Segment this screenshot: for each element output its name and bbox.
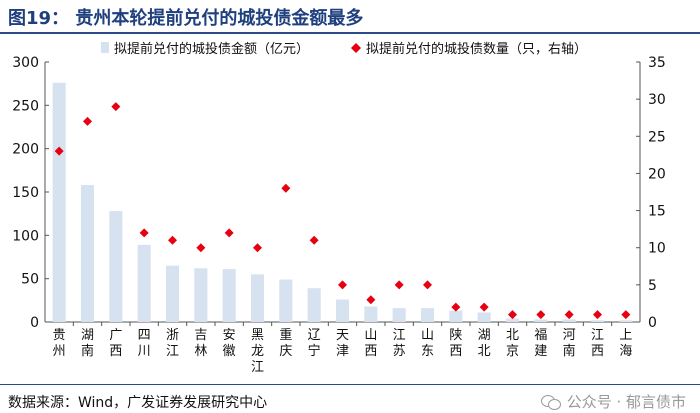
x-tick-label: 湖北: [478, 328, 491, 359]
x-tick-label: 河南: [563, 328, 576, 359]
title-bar: 图19： 贵州本轮提前兑付的城投债金额最多: [0, 0, 700, 34]
chart-title: 图19： 贵州本轮提前兑付的城投债金额最多: [8, 8, 364, 29]
x-tick-label: 江苏: [393, 328, 406, 359]
y-right-tick-label: 25: [648, 129, 666, 145]
y-left-tick-label: 50: [21, 272, 39, 288]
x-tick-label: 上海: [619, 328, 632, 359]
wechat-icon: [540, 394, 561, 410]
y-left-tick-label: 200: [12, 142, 39, 158]
marker-北京: [508, 310, 517, 320]
bar-黑龙江: [250, 274, 265, 322]
marker-安徽: [224, 228, 234, 238]
bar-湖南: [80, 185, 95, 322]
marker-天津: [338, 280, 347, 290]
x-tick-label: 辽宁: [308, 328, 321, 359]
bar-山东: [420, 308, 435, 322]
y-right-tick-label: 35: [648, 55, 666, 71]
x-tick-label: 吉林: [194, 328, 207, 359]
y-right-tick-label: 20: [648, 166, 666, 182]
legend-marker-swatch: [351, 43, 361, 53]
watermark: 公众号 · 郁言债市: [540, 391, 686, 412]
marker-重庆: [281, 183, 291, 193]
x-tick-label: 浙江: [166, 328, 179, 359]
marker-吉林: [196, 243, 206, 253]
legend-bar-swatch: [101, 42, 109, 53]
x-tick-label: 北京: [506, 328, 519, 359]
marker-浙江: [168, 235, 177, 245]
bar-上海: [619, 320, 633, 322]
x-tick-label: 四川: [138, 328, 151, 359]
y-right-tick-label: 30: [648, 92, 666, 108]
x-tick-label: 天津: [336, 328, 349, 359]
bar-辽宁: [307, 288, 321, 322]
marker-湖南: [83, 116, 92, 126]
marker-广西: [111, 102, 121, 112]
chart: 0 50 100 150 200 250 300 0 5 10 15 20 25 30 35 贵州湖南广西四川…: [12, 41, 666, 375]
legend-bar-label: 拟提前兑付的城投债金额（亿元）: [114, 41, 309, 57]
marker-上海: [621, 310, 631, 320]
y-left-tick-label: 150: [12, 185, 39, 201]
bar-重庆: [279, 279, 293, 322]
x-tick-label: 山东: [421, 328, 434, 359]
bar-天津: [335, 299, 350, 322]
x-tick-label: 福建: [534, 328, 547, 359]
bar-安徽: [222, 269, 236, 322]
marker-四川: [139, 228, 149, 238]
y-right-tick-label: 5: [648, 278, 657, 294]
source-note: 数据来源：Wind，广发证券发展研究中心: [8, 395, 268, 411]
marker-河南: [564, 310, 574, 320]
bar-北京: [505, 318, 520, 322]
y-left-tick-label: 300: [12, 55, 39, 71]
bar-江西: [590, 320, 605, 322]
bar-山西: [364, 306, 378, 322]
bar-吉林: [194, 268, 208, 322]
bar-广西: [109, 211, 123, 322]
y-right-tick-label: 0: [648, 315, 657, 331]
y-left-tick-label: 250: [12, 98, 39, 114]
x-tick-label: 湖南: [81, 328, 94, 359]
marker-山东: [423, 280, 432, 290]
bar-四川: [137, 244, 151, 322]
x-tick-label: 广西: [109, 328, 122, 359]
bar-江苏: [392, 308, 406, 322]
y-left-tick-label: 100: [12, 228, 39, 244]
marker-陕西: [451, 302, 461, 312]
y-right-tick-label: 15: [648, 204, 666, 220]
marker-江西: [593, 310, 602, 320]
bar-浙江: [165, 265, 180, 322]
marker-辽宁: [309, 235, 319, 245]
x-tick-label: 重庆: [279, 327, 292, 359]
y-right-tick-label: 10: [648, 241, 666, 257]
marker-福建: [536, 310, 546, 320]
x-tick-label: 黑龙江: [251, 328, 264, 375]
x-tick-label: 贵州: [53, 328, 66, 359]
bar-陕西: [449, 310, 463, 322]
bar-贵州: [52, 82, 66, 322]
y-left-tick-label: 0: [30, 315, 39, 331]
marker-江苏: [394, 280, 404, 290]
marker-湖北: [479, 302, 489, 312]
marker-贵州: [54, 146, 64, 156]
bar-福建: [534, 319, 548, 322]
marker-黑龙江: [253, 243, 262, 253]
footer: 数据来源：Wind，广发证券发展研究中心 公众号 · 郁言债市: [0, 384, 700, 413]
marker-山西: [366, 295, 376, 305]
x-tick-label: 安徽: [223, 328, 236, 359]
bar-河南: [562, 319, 576, 322]
bar-湖北: [477, 312, 491, 322]
watermark-text: 公众号 · 郁言债市: [566, 393, 686, 411]
x-tick-label: 陕西: [449, 328, 462, 359]
x-tick-label: 山西: [364, 328, 377, 359]
legend-marker-label: 拟提前兑付的城投债数量（只，右轴）: [366, 41, 587, 57]
x-tick-label: 江西: [591, 328, 604, 359]
